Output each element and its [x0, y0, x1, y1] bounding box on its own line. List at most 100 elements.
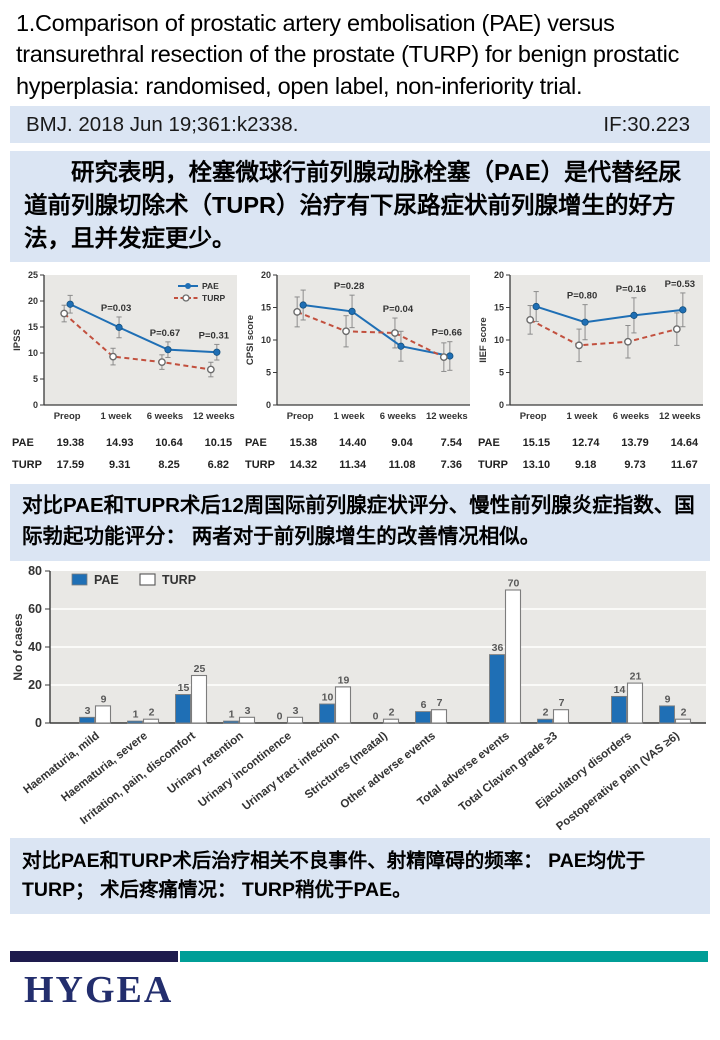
row-label: TURP: [12, 459, 42, 472]
svg-text:Preop: Preop: [287, 411, 314, 422]
iief-chart-svg: 0 5 10 15 20 IIEF score Preop 1 week 6 weeks 12 w…: [478, 270, 703, 422]
table-cell: 12.74: [571, 437, 600, 450]
table-cell: 6.82: [207, 459, 230, 472]
svg-text:20: 20: [28, 678, 42, 692]
svg-text:40: 40: [28, 640, 42, 654]
svg-text:CPSI score: CPSI score: [245, 315, 256, 365]
svg-text:12 weeks: 12 weeks: [426, 411, 468, 422]
table-cell: 9.18: [575, 459, 597, 472]
svg-text:70: 70: [508, 577, 520, 589]
svg-text:36: 36: [492, 642, 504, 654]
ipss-chart-svg: 0 5 10 15 20 25 IPSS Preop 1 week 6 weeks 12 weeks…: [12, 270, 237, 422]
table-cell: 11.08: [388, 459, 416, 472]
svg-text:9: 9: [101, 693, 107, 705]
citation-band: BMJ. 2018 Jun 19;361:k2338. IF:30.223: [10, 106, 710, 144]
svg-text:12 weeks: 12 weeks: [193, 411, 235, 422]
table-cell: 14.93: [105, 437, 134, 450]
svg-text:5: 5: [499, 368, 504, 378]
svg-text:10: 10: [261, 335, 271, 345]
svg-text:3: 3: [245, 704, 251, 716]
svg-text:10: 10: [322, 691, 334, 703]
svg-text:2: 2: [681, 706, 687, 718]
svg-text:0: 0: [499, 400, 504, 410]
svg-text:21: 21: [630, 670, 642, 682]
svg-text:Urinary incontinence: Urinary incontinence: [196, 730, 294, 810]
svg-text:60: 60: [28, 602, 42, 616]
svg-text:6 weeks: 6 weeks: [147, 411, 183, 422]
iief-chart: 0 5 10 15 20 IIEF score Preop 1 week 6 weeks 12 w…: [476, 267, 709, 476]
svg-text:80: 80: [28, 565, 42, 578]
svg-text:1: 1: [133, 708, 139, 720]
table-cell: 7.54: [440, 437, 463, 450]
svg-text:0: 0: [373, 710, 379, 722]
svg-text:Haematuria, mild: Haematuria, mild: [21, 730, 101, 797]
svg-text:0: 0: [266, 400, 271, 410]
table-cell: 17.59: [56, 459, 85, 472]
svg-text:10: 10: [28, 348, 38, 358]
svg-text:2: 2: [149, 706, 155, 718]
svg-text:6: 6: [421, 699, 427, 711]
svg-text:14: 14: [614, 684, 626, 696]
svg-text:15: 15: [261, 303, 271, 313]
table-row: TURP 13.10 9.18 9.73 11.67: [476, 454, 709, 476]
line-charts-row: 0 5 10 15 20 25 IPSS Preop 1 week 6 weeks 12 weeks…: [10, 267, 710, 476]
svg-text:25: 25: [28, 270, 38, 280]
table-row: PAE 15.15 12.74 13.79 14.64: [476, 432, 709, 454]
svg-text:5: 5: [33, 374, 38, 384]
svg-text:25: 25: [194, 663, 206, 675]
table-cell: 13.79: [621, 437, 649, 450]
svg-text:1 week: 1 week: [100, 411, 132, 422]
iief-data-table: PAE 15.15 12.74 13.79 14.64 TURP 13.10 9.18 9.73…: [476, 432, 709, 476]
svg-text:15: 15: [178, 682, 190, 694]
svg-text:7: 7: [437, 697, 443, 709]
svg-text:IPSS: IPSS: [12, 329, 23, 351]
page-title: 1.Comparison of prostatic artery embolis…: [16, 10, 680, 99]
svg-text:P=0.03: P=0.03: [101, 303, 131, 314]
svg-text:1 week: 1 week: [566, 411, 598, 422]
svg-text:15: 15: [28, 322, 38, 332]
table-cell: 15.15: [522, 437, 551, 450]
table-cell: 15.38: [289, 437, 318, 450]
svg-text:15: 15: [494, 303, 504, 313]
impact-factor: IF:30.223: [603, 112, 690, 136]
ipss-data-table: PAE 19.38 14.93 10.64 10.15 TURP 17.59 9.31 8.25…: [10, 432, 243, 476]
svg-text:7: 7: [559, 697, 565, 709]
table-cell: 11.34: [339, 459, 367, 472]
svg-text:PAE: PAE: [94, 573, 119, 587]
svg-text:0: 0: [33, 400, 38, 410]
svg-text:P=0.16: P=0.16: [616, 284, 646, 295]
svg-text:Haematuria, severe: Haematuria, severe: [59, 730, 150, 804]
svg-text:P=0.67: P=0.67: [150, 328, 180, 339]
row-label: PAE: [245, 437, 267, 450]
svg-text:No of cases: No of cases: [11, 613, 25, 681]
table-cell: 13.10: [522, 459, 551, 472]
svg-text:Urinary tract infection: Urinary tract infection: [240, 730, 342, 813]
svg-text:0: 0: [277, 710, 283, 722]
table-cell: 14.40: [338, 437, 367, 450]
summary-block-conclusion: 研究表明，栓塞微球行前列腺动脉栓塞（PAE）是代替经尿道前列腺切除术（TUPR）…: [10, 151, 710, 263]
table-row: TURP 17.59 9.31 8.25 6.82: [10, 454, 243, 476]
table-cell: 8.25: [158, 459, 180, 472]
row-label: TURP: [478, 459, 508, 472]
svg-text:P=0.28: P=0.28: [334, 281, 364, 292]
footer-divider: [0, 951, 720, 963]
svg-text:3: 3: [293, 704, 299, 716]
table-cell: 10.64: [155, 437, 183, 450]
svg-text:20: 20: [261, 270, 271, 280]
row-label: TURP: [245, 459, 275, 472]
cpsi-chart-svg: 0 5 10 15 20 CPSI score Preop 1 week 6 weeks 12 w…: [245, 270, 470, 422]
svg-text:12 weeks: 12 weeks: [659, 411, 701, 422]
svg-text:TURP: TURP: [202, 293, 225, 303]
svg-text:TURP: TURP: [162, 573, 196, 587]
svg-text:10: 10: [494, 335, 504, 345]
adverse-events-chart: 0 20 40 60 80 No of cases 3 9 Haematuria, mild 1 2…: [10, 565, 710, 830]
table-cell: 14.32: [289, 459, 318, 472]
svg-text:5: 5: [266, 368, 271, 378]
svg-text:P=0.31: P=0.31: [199, 331, 230, 342]
svg-text:PAE: PAE: [202, 281, 219, 291]
cpsi-chart: 0 5 10 15 20 CPSI score Preop 1 week 6 weeks 12 w…: [243, 267, 476, 476]
table-row: PAE 15.38 14.40 9.04 7.54: [243, 432, 476, 454]
summary-block-adverse-events: 对比PAE和TURP术后治疗相关不良事件、射精障碍的频率： PAE均优于TURP…: [10, 837, 710, 915]
svg-text:3: 3: [85, 704, 91, 716]
